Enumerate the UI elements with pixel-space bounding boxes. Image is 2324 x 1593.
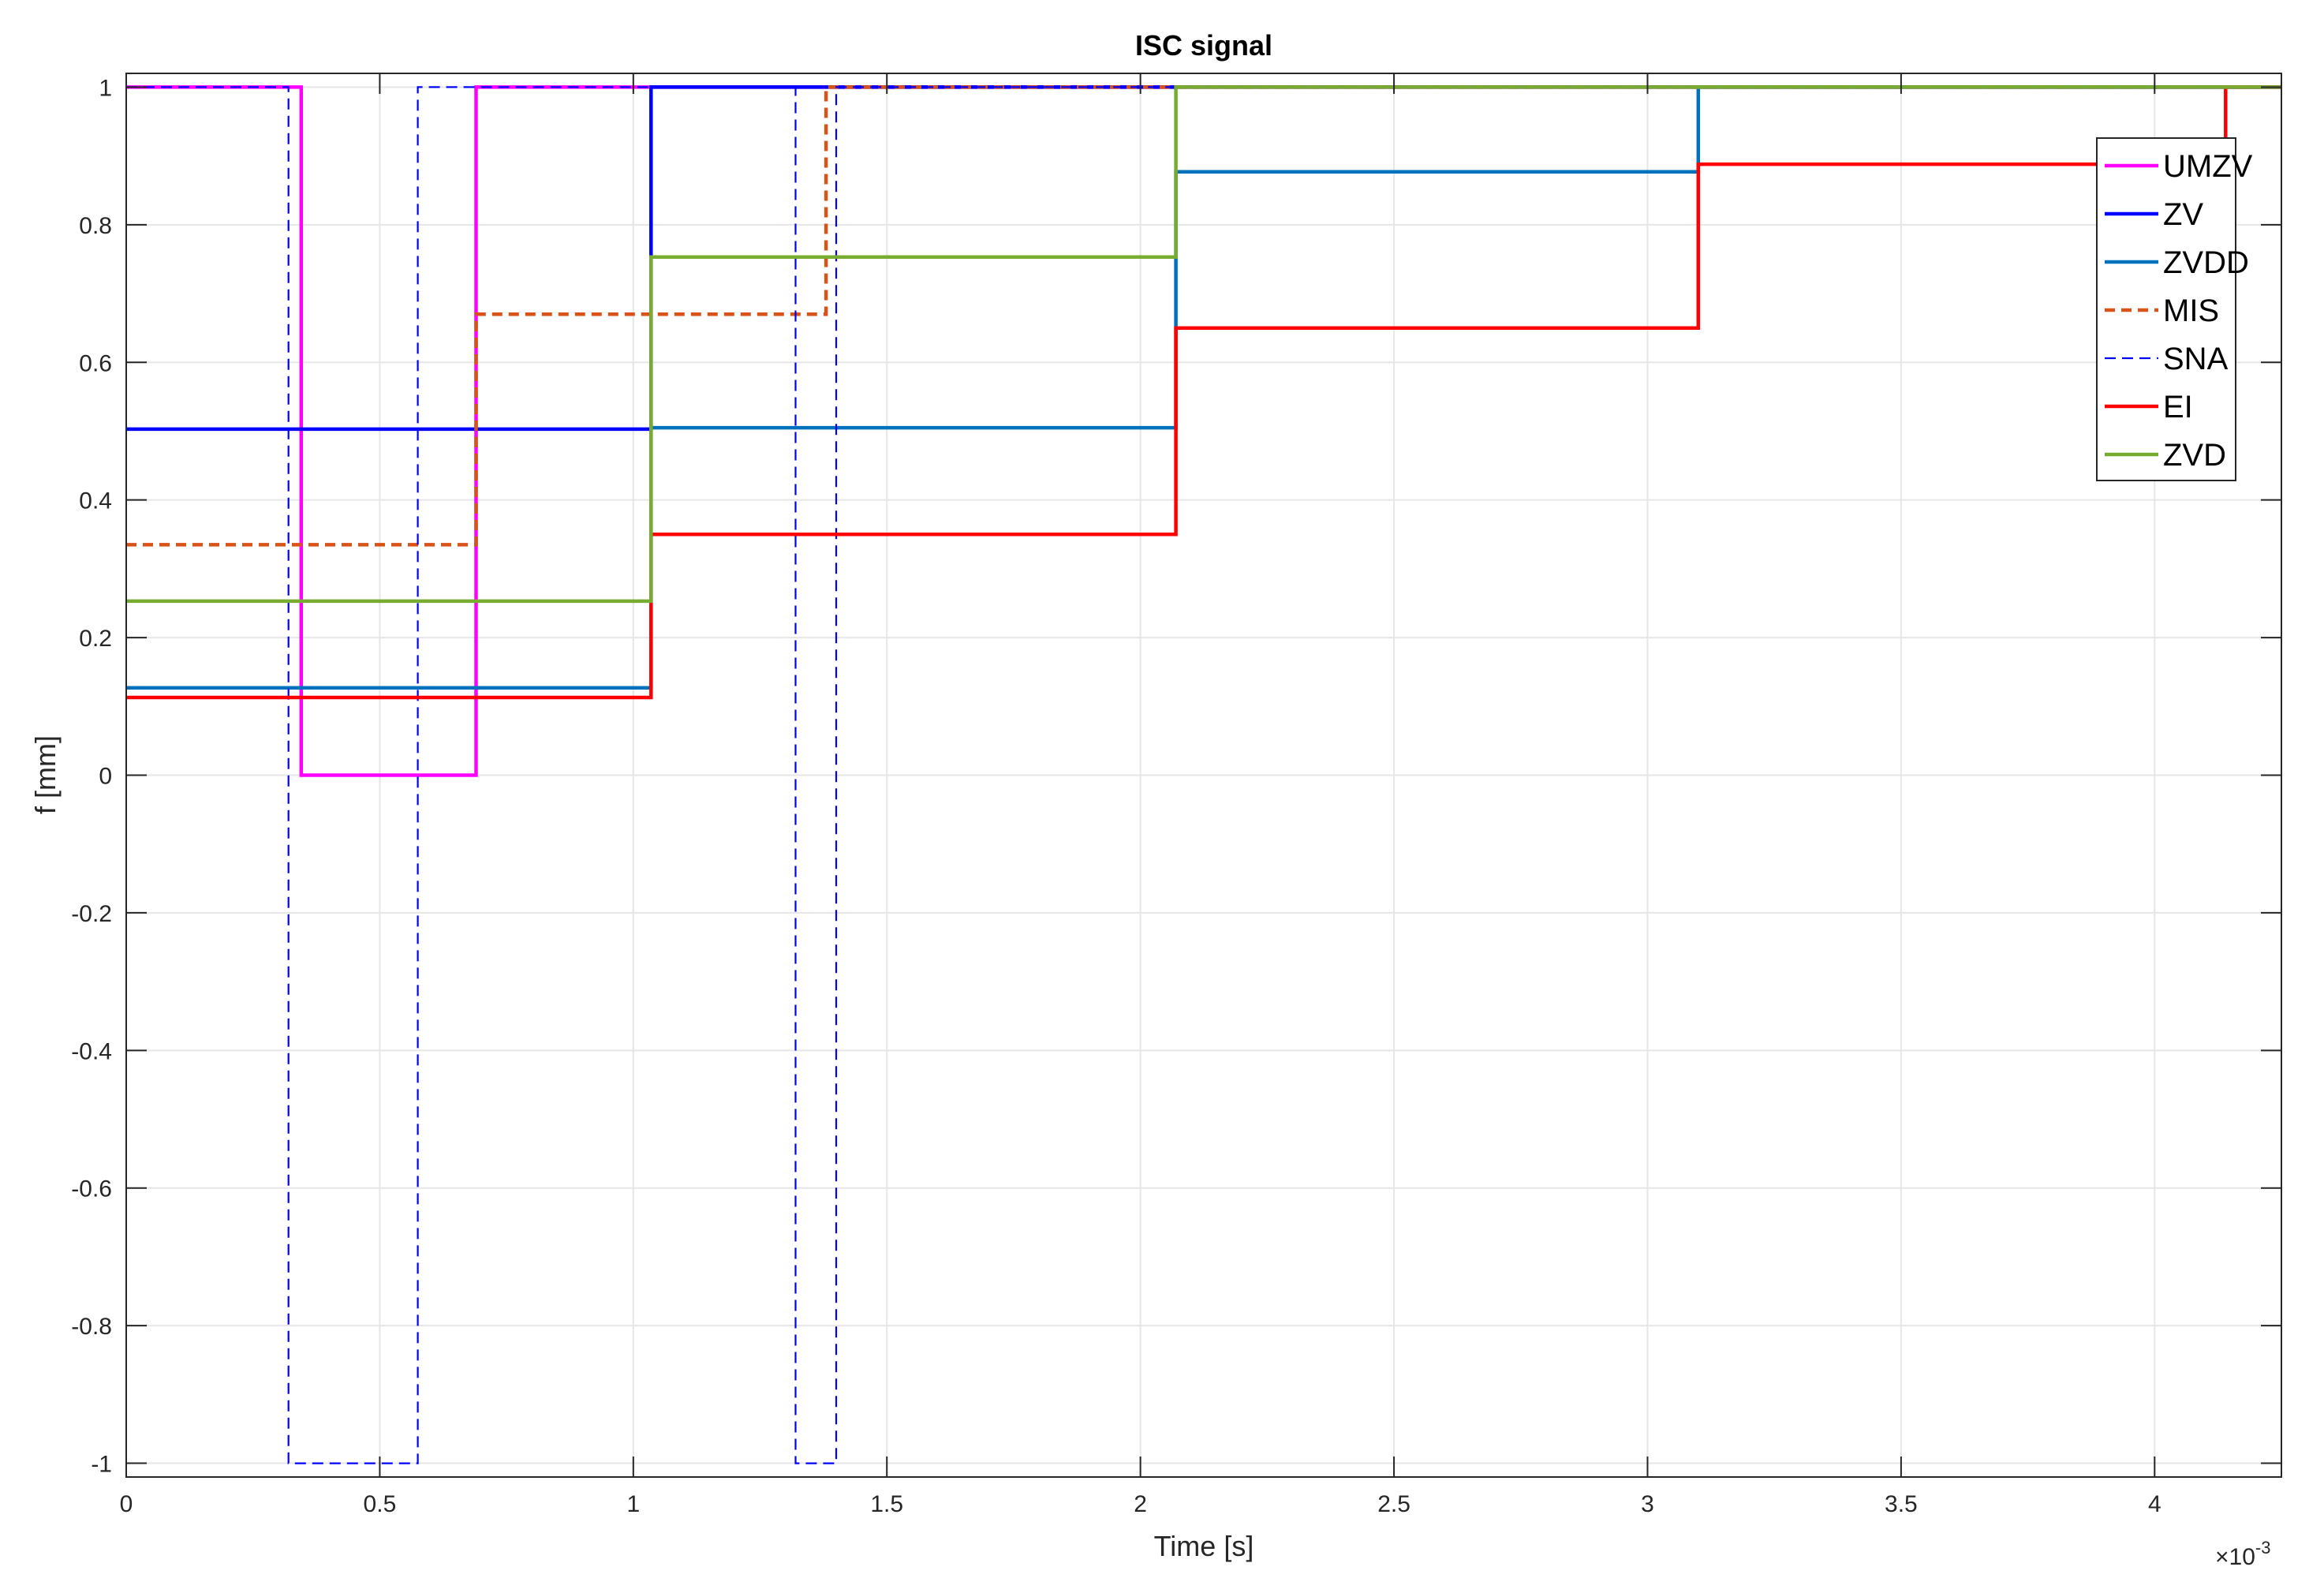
x-tick-label: 4 (2148, 1491, 2161, 1517)
y-tick-label: 1 (99, 75, 112, 101)
y-tick-label: -0.2 (71, 901, 112, 927)
svg-text:×10-3: ×10-3 (2215, 1538, 2270, 1570)
axis-ticks (125, 73, 2281, 1477)
y-tick-label: 0.8 (79, 213, 112, 239)
y-axis-label: f [mm] (29, 735, 62, 814)
x-tick-label: 1 (626, 1491, 640, 1517)
legend-box (2096, 137, 2236, 481)
y-tick-label: 0.4 (79, 488, 112, 514)
legend-label-mis: MIS (2163, 294, 2219, 328)
y-tick-label: 0.6 (79, 350, 112, 376)
x-tick-label: 0.5 (364, 1491, 397, 1517)
y-tick-labels: -1 -0.8 -0.6 -0.4 -0.2 0 0.2 0.4 0.6 0.8 1 (71, 75, 112, 1477)
x-axis-label: Time [s] (1154, 1530, 1254, 1562)
x-tick-label: 2.5 (1377, 1491, 1410, 1517)
x-tick-labels: 0 0.5 1 1.5 2 2.5 3 3.5 4 (120, 1491, 2161, 1517)
x-exponent-power: -3 (2255, 1538, 2271, 1557)
legend[interactable]: UMZV ZV ZVDD MIS SNA EI ZVD (2096, 137, 2253, 481)
legend-label-umzv: UMZV (2163, 149, 2253, 184)
series-line-ei (126, 85, 2281, 700)
legend-entries: UMZV ZV ZVDD MIS SNA EI ZVD (2105, 149, 2253, 473)
y-tick-label: -0.6 (71, 1176, 112, 1202)
chart-title: ISC signal (1135, 29, 1272, 62)
x-tick-label: 1.5 (870, 1491, 903, 1517)
x-tick-label: 3 (1641, 1491, 1654, 1517)
legend-label-zvdd: ZVDD (2163, 245, 2249, 280)
y-tick-label: -0.4 (71, 1038, 112, 1064)
x-tick-label: 2 (1134, 1491, 1147, 1517)
y-tick-label: -0.8 (71, 1314, 112, 1340)
y-tick-label: 0.2 (79, 626, 112, 652)
series-lines (126, 85, 2281, 1464)
y-tick-label: -1 (91, 1452, 112, 1478)
legend-label-ei: EI (2163, 390, 2193, 424)
legend-label-zvd: ZVD (2163, 438, 2226, 473)
x-tick-label: 3.5 (1885, 1491, 1918, 1517)
legend-label-zv: ZV (2163, 197, 2203, 232)
grid-lines (125, 73, 2281, 1477)
series-line-sna (126, 86, 2281, 1464)
x-exponent-label: ×10-3 (2215, 1538, 2270, 1570)
series-line-zvd (126, 85, 2281, 604)
x-tick-label: 0 (120, 1491, 133, 1517)
x-exponent-prefix: ×10 (2215, 1544, 2255, 1570)
y-tick-label: 0 (99, 764, 112, 790)
legend-label-sna: SNA (2163, 342, 2229, 376)
